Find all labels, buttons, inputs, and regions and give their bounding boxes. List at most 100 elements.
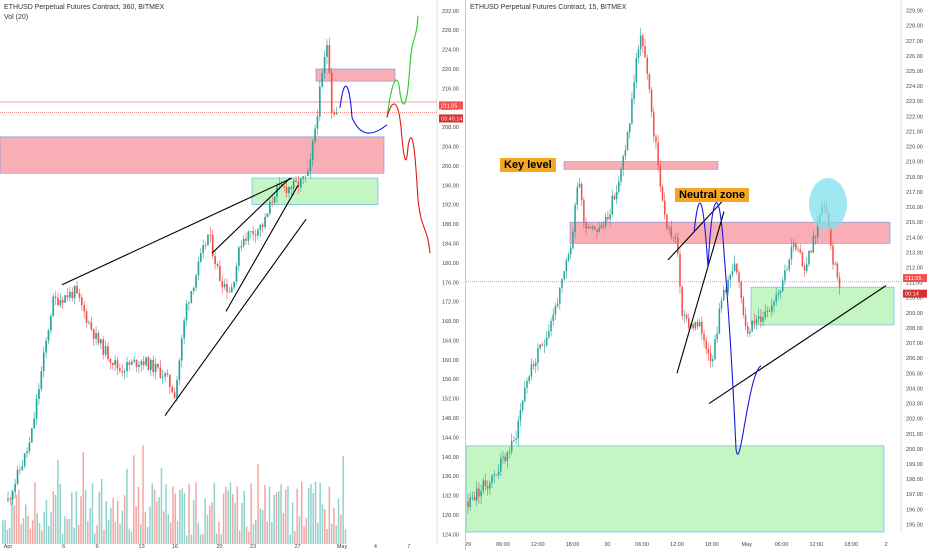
right-candle	[784, 270, 786, 281]
right-candle	[524, 387, 526, 401]
left-volume-bar	[22, 517, 25, 544]
left-x-tick-label: 4	[374, 544, 377, 550]
left-candle	[135, 359, 138, 367]
right-candle	[484, 480, 487, 487]
right-candle	[519, 410, 522, 421]
left-x-tick-label: 9	[96, 544, 99, 550]
left-trendline	[225, 185, 299, 312]
left-volume-bar	[314, 481, 317, 544]
left-y-tick-label: 124.00	[442, 532, 459, 538]
left-volume-bar	[342, 456, 344, 544]
right-candle	[528, 376, 530, 382]
right-candle	[622, 156, 624, 170]
right-candle	[781, 280, 784, 291]
left-y-tick-label: 204.00	[442, 145, 459, 151]
left-volume-bar	[36, 512, 38, 544]
right-candle	[738, 272, 740, 283]
right-chart-canvas[interactable]: 195.00 196.00 197.00 198.00 199.00 200.00 201.…	[466, 0, 932, 550]
left-candle	[123, 371, 126, 373]
left-x-tick-label: 16	[172, 544, 178, 550]
right-candle	[806, 264, 808, 271]
left-volume-bar	[71, 492, 73, 544]
right-y-tick-label: 206.00	[906, 356, 923, 362]
right-candle	[508, 452, 511, 453]
right-candle	[670, 227, 673, 237]
left-candle	[280, 183, 283, 187]
left-candle	[209, 234, 212, 236]
right-candle	[795, 243, 797, 250]
left-projection-blue	[339, 85, 388, 134]
right-candle	[799, 249, 801, 253]
left-chart-legend: ETHUSD Perpetual Futures Contract, 360, …	[4, 3, 164, 23]
left-volume-bar	[266, 521, 268, 544]
left-volume-bar	[105, 501, 107, 544]
right-candle	[694, 322, 697, 329]
left-volume-bar	[289, 534, 291, 544]
right-candle	[753, 320, 756, 324]
left-candle	[42, 352, 45, 372]
left-volume-bar	[61, 533, 64, 544]
right-candle	[797, 249, 799, 250]
left-candle	[288, 187, 290, 194]
right-candle	[725, 289, 727, 293]
right-candle	[569, 247, 572, 255]
right-candle	[521, 400, 524, 411]
right-candle	[628, 123, 631, 133]
right-candle	[637, 49, 640, 59]
right-candle	[681, 286, 683, 316]
right-y-tick-label: 214.00	[906, 235, 923, 241]
left-candle	[166, 373, 169, 375]
left-volume-bar	[298, 516, 301, 544]
left-volume-bar	[75, 491, 78, 544]
right-candle	[810, 250, 812, 253]
left-candle	[54, 296, 57, 299]
right-x-tick-label: 06:00	[635, 542, 649, 548]
left-volume-bar	[307, 488, 310, 544]
right-candle	[790, 246, 793, 260]
left-candle	[295, 180, 297, 182]
right-chart-panel[interactable]: ETHUSD Perpetual Futures Contract, 15, B…	[466, 0, 932, 550]
left-candle	[159, 367, 162, 378]
left-volume-bar	[169, 522, 172, 544]
left-chart-title: ETHUSD Perpetual Futures Contract, 360, …	[4, 4, 165, 11]
left-candle	[316, 116, 319, 129]
left-trendline	[211, 177, 291, 254]
left-candle	[219, 265, 221, 282]
left-candle	[47, 330, 50, 341]
left-candle	[90, 322, 93, 330]
right-candle	[648, 73, 651, 90]
neutral-zone-annotation: Neutral zone	[675, 188, 750, 202]
left-chart-panel[interactable]: ETHUSD Perpetual Futures Contract, 360, …	[0, 0, 466, 550]
left-volume-bar	[248, 531, 250, 544]
right-y-tick-label: 215.00	[906, 220, 923, 226]
right-candle	[576, 187, 579, 205]
right-candle	[510, 440, 513, 453]
left-volume-bar	[110, 507, 112, 544]
left-candle	[216, 264, 219, 266]
right-candle	[740, 282, 742, 299]
left-candle	[147, 357, 150, 371]
right-y-tick-label: 198.00	[906, 477, 923, 483]
left-volume-bar	[255, 520, 257, 544]
right-candle	[602, 225, 605, 227]
left-y-tick-label: 172.00	[442, 300, 459, 306]
left-volume-bar	[57, 460, 59, 544]
left-volume-bar	[324, 508, 326, 544]
left-volume-bar	[121, 510, 124, 544]
left-volume-bar	[291, 502, 294, 544]
left-volume-bar	[100, 479, 103, 544]
left-volume-bar	[213, 482, 216, 544]
left-volume-bar	[188, 484, 190, 544]
right-candle	[585, 222, 587, 229]
left-candle	[107, 346, 109, 360]
left-chart-canvas[interactable]: 124.00 128.00 132.00 136.00 140.00 144.00 148.…	[0, 0, 466, 550]
left-candle	[97, 333, 100, 344]
left-candle	[178, 360, 181, 380]
right-candle	[517, 420, 520, 439]
left-volume-bar	[264, 485, 266, 544]
right-y-tick-label: 220.00	[906, 145, 923, 151]
left-candle	[283, 186, 285, 187]
right-candle	[506, 452, 509, 462]
left-candle	[99, 339, 102, 344]
right-candle	[722, 289, 725, 301]
